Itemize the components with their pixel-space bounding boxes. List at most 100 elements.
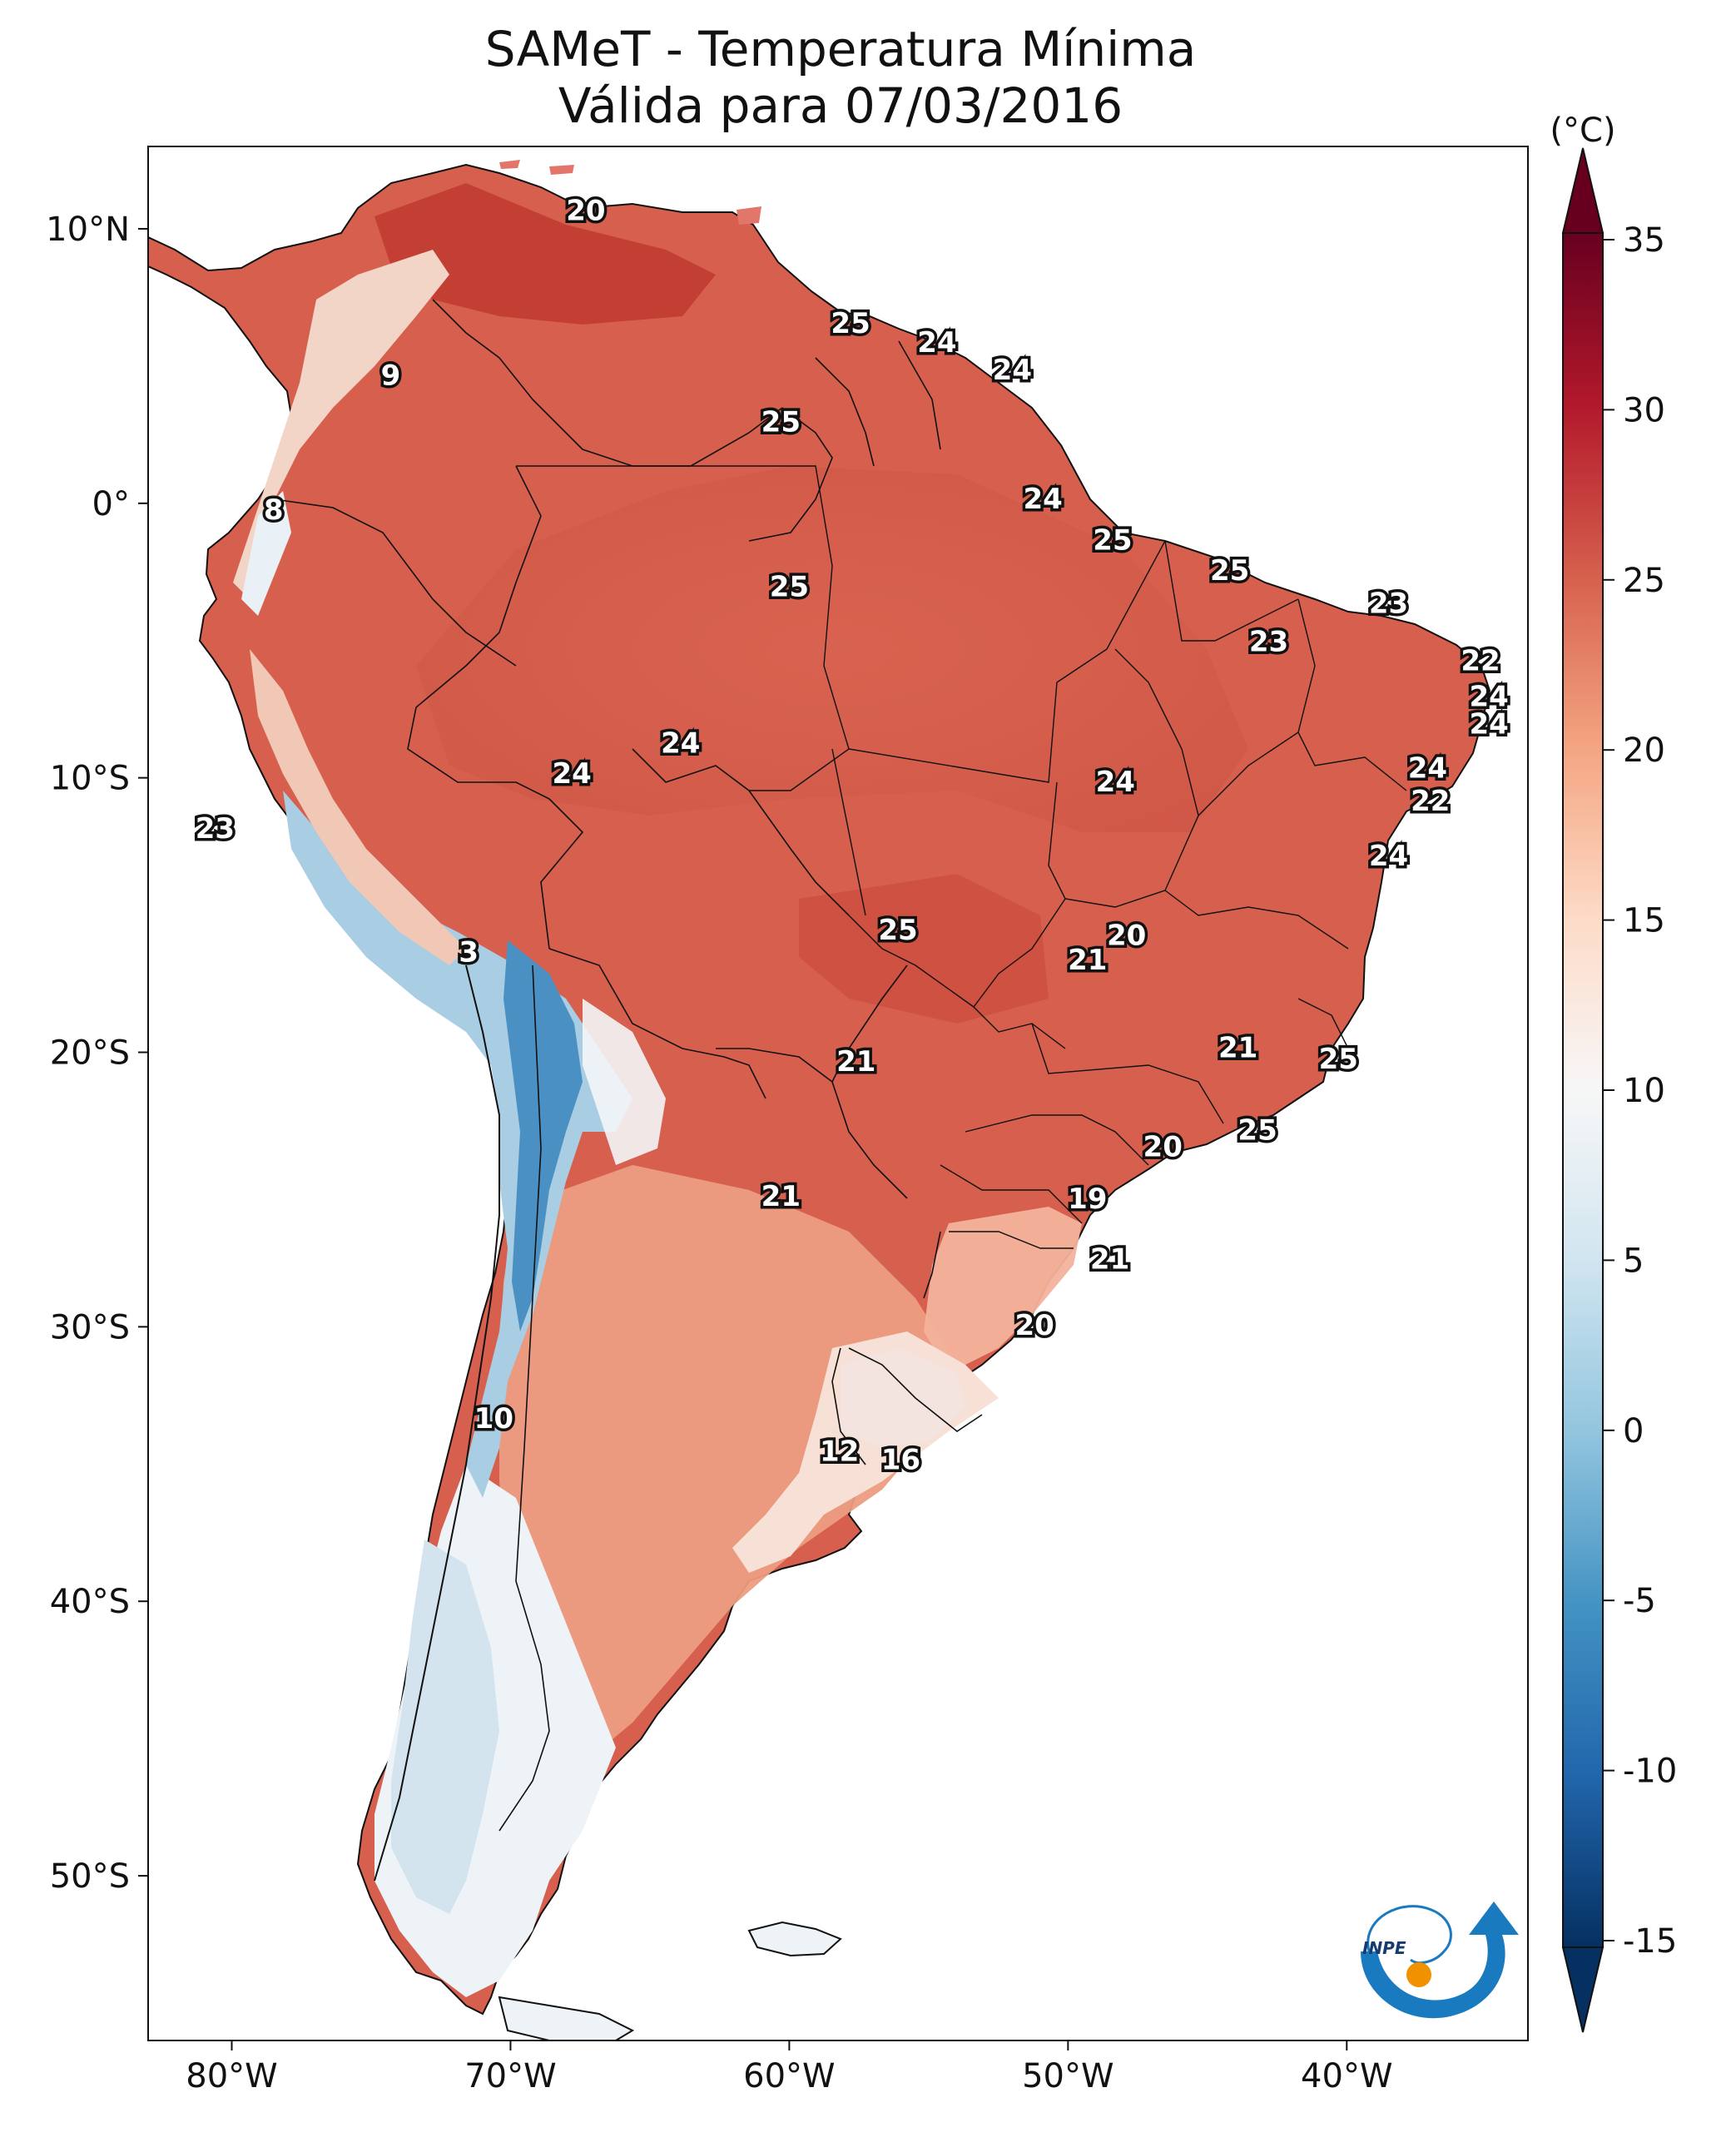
station-value: 19 — [1068, 1183, 1107, 1216]
southern-cone-mild-region — [499, 1165, 957, 1764]
lat-tick-label: 50°S — [50, 1857, 130, 1896]
tierra-del-fuego — [498, 1996, 635, 2040]
station-value: 21 — [1218, 1032, 1257, 1065]
lat-tick-label: 30°S — [50, 1308, 130, 1346]
station-value: 24 — [1024, 483, 1063, 516]
logo-ring-icon — [1366, 1905, 1452, 1965]
chile-coastline — [374, 964, 500, 1882]
colorbar-ticks: 35 30 25 20 15 10 5 0 -5 -10 -15 — [1603, 221, 1677, 1961]
amazon-warm-region — [416, 466, 1248, 832]
lat-tick-label: 10°S — [50, 760, 130, 798]
map-title: SAMeT - Temperatura Mínima — [484, 21, 1197, 77]
station-value: 21 — [1068, 944, 1107, 977]
station-value: 25 — [878, 914, 917, 947]
inpe-logo: INPE — [1361, 1902, 1519, 2019]
station-value: 22 — [1411, 785, 1450, 818]
station-value: 25 — [1210, 554, 1249, 588]
station-value: 25 — [761, 406, 801, 439]
station-value: 20 — [566, 195, 605, 228]
lat-tick-label: 20°S — [50, 1034, 130, 1073]
falkland-islands — [747, 1921, 842, 1957]
colorbar-tick-label: 35 — [1623, 221, 1665, 260]
lon-tick-label: 40°W — [1301, 2057, 1392, 2095]
station-value: 24 — [552, 757, 591, 791]
altiplano-cold-core — [503, 940, 583, 1331]
ecuador-cold-spot — [241, 491, 291, 616]
state-borders — [516, 465, 1407, 1249]
station-value: 24 — [1096, 766, 1135, 799]
map-subtitle: Válida para 07/03/2016 — [558, 77, 1123, 134]
temperature-field — [148, 160, 1491, 2040]
station-value: 24 — [1469, 707, 1508, 741]
longitude-axis: 80°W 70°W 60°W 50°W 40°W — [186, 2040, 1393, 2095]
colorbar-tick-label: -5 — [1623, 1582, 1656, 1620]
venezuela-hot-region — [374, 183, 716, 325]
station-value: 20 — [1143, 1130, 1183, 1163]
station-value: 25 — [770, 571, 809, 604]
central-hot-region — [799, 874, 1049, 1024]
andes-cold-band — [283, 791, 632, 1498]
station-value: 24 — [993, 354, 1032, 387]
caribbean-island — [499, 160, 520, 169]
station-value: 25 — [831, 307, 870, 340]
station-value: 16 — [881, 1444, 920, 1477]
station-value: 20 — [1014, 1309, 1054, 1342]
logo-swoosh-icon — [1361, 1902, 1519, 2019]
logo-sun-icon — [1406, 1962, 1431, 1987]
latitude-axis: 10°N 0° 10°S 20°S 30°S 40°S 50°S — [46, 211, 148, 1896]
northern-andes-cool-band — [233, 250, 449, 599]
station-value: 9 — [381, 359, 401, 393]
colorbar-bar — [1562, 232, 1604, 1948]
patagonia-blue-region — [391, 1540, 499, 1914]
station-value: 21 — [836, 1045, 875, 1078]
country-borders — [274, 299, 983, 1832]
station-value: 20 — [1107, 919, 1146, 952]
lon-tick-label: 50°W — [1022, 2057, 1114, 2095]
station-value: 25 — [1238, 1114, 1277, 1148]
lon-tick-label: 60°W — [743, 2057, 835, 2095]
south-brazil-mild-region — [924, 1207, 1082, 1373]
peru-coast-cool-band — [250, 649, 466, 965]
station-value: 25 — [1319, 1043, 1358, 1076]
colorbar-tick-label: 0 — [1623, 1412, 1644, 1450]
station-value: 23 — [196, 812, 235, 845]
logo-text: INPE — [1362, 1938, 1406, 1958]
map-frame — [147, 146, 1529, 2041]
uruguay-cool-region — [841, 1348, 965, 1448]
station-value: 3 — [459, 935, 479, 969]
colorbar-tick-label: -10 — [1623, 1753, 1677, 1791]
colorbar-bottom-arrow — [1561, 1946, 1605, 2033]
station-value: 22 — [1461, 645, 1500, 678]
lon-tick-label: 80°W — [186, 2057, 277, 2095]
station-value: 24 — [1469, 681, 1508, 714]
colorbar-tick-label: 30 — [1623, 391, 1665, 429]
station-value: 21 — [1090, 1243, 1129, 1277]
lat-tick-label: 40°S — [50, 1583, 130, 1621]
station-value: 23 — [1369, 587, 1408, 620]
station-value: 24 — [661, 727, 700, 761]
station-value: 25 — [1093, 523, 1132, 557]
colorbar-tick-label: 25 — [1623, 562, 1665, 600]
caribbean-island — [737, 206, 761, 225]
station-value: 10 — [474, 1402, 513, 1435]
lat-tick-label: 0° — [92, 485, 130, 523]
lon-tick-label: 70°W — [464, 2057, 556, 2095]
andes-white-edge — [583, 999, 666, 1165]
station-value: 21 — [761, 1180, 801, 1213]
station-value: 24 — [917, 326, 956, 359]
colorbar-tick-label: 20 — [1623, 731, 1665, 770]
colorbar-tick-label: 5 — [1623, 1242, 1644, 1280]
station-value: 24 — [1369, 840, 1408, 873]
colorbar: 35 30 25 20 15 10 5 0 -5 -10 -15 (°C) — [1550, 112, 1677, 2033]
colorbar-top-arrow — [1561, 147, 1605, 234]
station-value: 23 — [1249, 626, 1288, 659]
continent-landmass — [148, 163, 1491, 2016]
station-value: 24 — [1408, 751, 1447, 785]
lat-tick-label: 10°N — [46, 211, 130, 249]
colorbar-tick-label: -15 — [1623, 1922, 1677, 1961]
station-value: 8 — [264, 493, 284, 527]
colorbar-tick-label: 10 — [1623, 1072, 1665, 1110]
colorbar-unit: (°C) — [1550, 112, 1615, 150]
